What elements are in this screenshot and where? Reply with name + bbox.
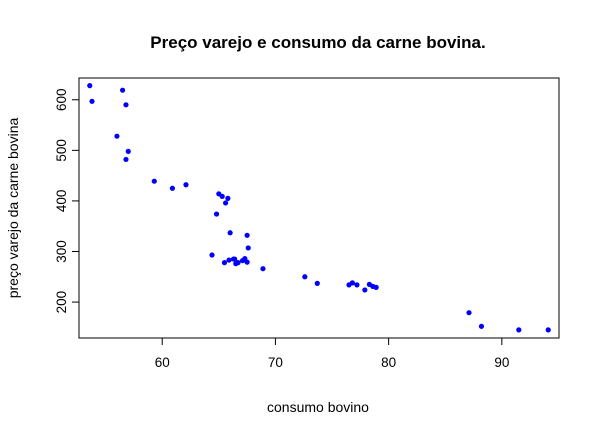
x-tick-label: 90	[494, 355, 509, 370]
data-point	[244, 259, 250, 265]
data-point	[478, 323, 485, 329]
x-tick-label: 60	[155, 355, 170, 370]
y-tick-label: 600	[54, 89, 69, 112]
data-point	[89, 98, 95, 104]
y-tick-label: 200	[54, 291, 69, 314]
data-point	[244, 232, 250, 238]
data-point	[235, 260, 241, 266]
data-point	[225, 195, 231, 201]
x-tick-label: 70	[268, 355, 283, 370]
data-point	[119, 87, 126, 93]
data-point	[260, 266, 266, 272]
data-point	[123, 156, 129, 163]
data-point	[349, 280, 355, 286]
data-point	[151, 178, 157, 184]
plot-area-frame	[78, 77, 560, 339]
data-point	[226, 257, 232, 263]
data-point	[545, 327, 551, 333]
x-tick-label: 80	[381, 355, 396, 370]
data-point	[302, 274, 308, 280]
chart-title: Preço varejo e consumo da carne bovina.	[150, 33, 485, 52]
x-axis: 60 70 80 90	[155, 337, 509, 370]
data-point	[516, 327, 522, 333]
y-tick-label: 500	[54, 139, 69, 162]
data-point	[125, 148, 131, 154]
y-tick-label: 400	[54, 190, 69, 213]
data-point	[227, 230, 233, 236]
data-point	[373, 284, 379, 291]
data-point	[209, 252, 215, 258]
y-tick-label: 300	[54, 240, 69, 263]
data-point	[213, 211, 220, 217]
data-point	[114, 133, 120, 139]
data-point	[219, 193, 225, 199]
data-point	[123, 102, 129, 108]
data-point	[314, 280, 320, 286]
data-point	[221, 260, 228, 266]
data-point	[466, 310, 472, 316]
data-point	[223, 200, 229, 206]
data-point	[362, 287, 368, 293]
data-point	[354, 282, 360, 288]
data-point	[169, 185, 175, 191]
data-point	[183, 182, 189, 188]
data-point	[245, 245, 251, 251]
data-point	[232, 256, 238, 262]
y-axis-label: preço varejo da carne bovina	[5, 118, 21, 299]
data-point	[87, 83, 93, 89]
x-axis-label: consumo bovino	[267, 399, 369, 415]
y-axis: 200 300 400 500 600	[54, 89, 80, 314]
data-points	[87, 83, 551, 333]
